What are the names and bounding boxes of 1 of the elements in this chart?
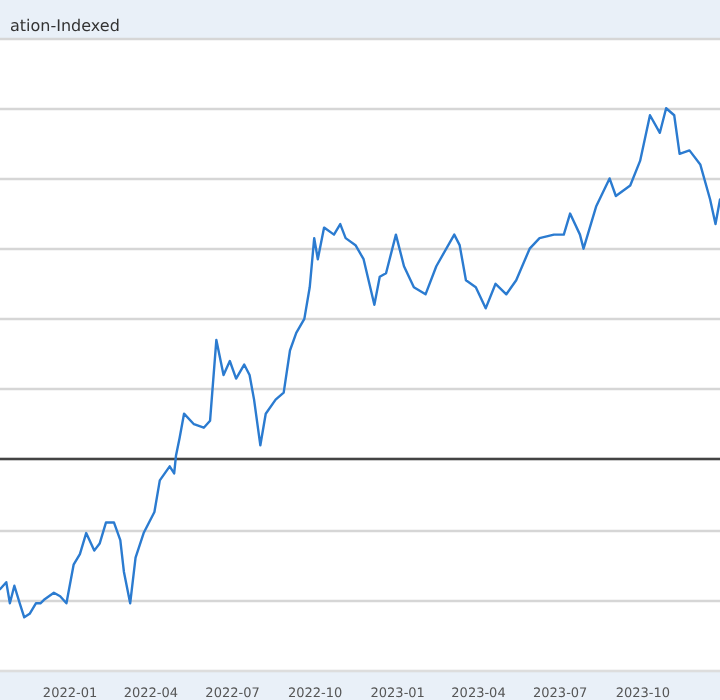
chart-title: ation-Indexed <box>10 17 120 35</box>
